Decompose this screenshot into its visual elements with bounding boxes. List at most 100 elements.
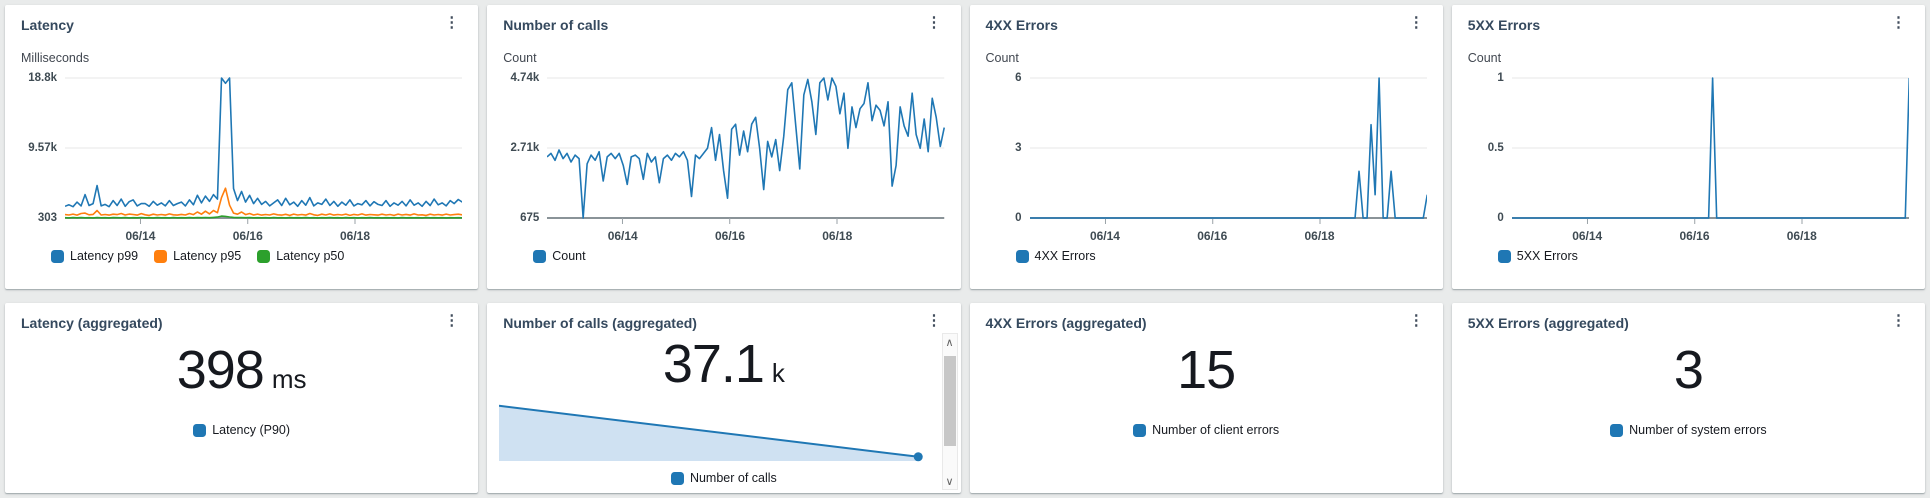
y-axis: 4.74k 2.71k 675 (503, 72, 547, 225)
legend-item-4xx-errors[interactable]: 4XX Errors (1015, 249, 1096, 263)
scrollbar-thumb[interactable] (943, 356, 956, 446)
metric-value-row: 15 (986, 343, 1427, 397)
legend-swatch (1015, 249, 1029, 263)
widget-4xx-errors-aggregated: 4XX Errors (aggregated) ⋮ 15 Number of c… (969, 303, 1443, 493)
legend-item-latency-p90[interactable]: Latency (P90) (193, 423, 290, 437)
chart-legend: Latency (P90) (21, 423, 462, 437)
widget-header: 5XX Errors (aggregated) ⋮ (1468, 313, 1909, 333)
chart-region: 18.8k 9.57k 303 06/14 06/16 06/18 (21, 72, 462, 243)
y-tick-label: 3 (1015, 142, 1022, 154)
chart-region: 1 0.5 0 06/14 06/16 06/18 (1468, 72, 1909, 243)
legend-item-5xx-errors[interactable]: 5XX Errors (1497, 249, 1578, 263)
y-tick-label: 0 (1497, 212, 1504, 224)
5xx-line-chart[interactable] (1512, 77, 1909, 225)
ellipsis-icon: ⋮ (1408, 14, 1424, 31)
legend-swatch (1133, 423, 1147, 437)
legend-label: 5XX Errors (1516, 249, 1578, 263)
calls-sparkline-svg[interactable] (499, 401, 924, 467)
widget-number-of-calls-aggregated: Number of calls (aggregated) ⋮ 37.1 k Num… (487, 303, 961, 493)
legend-item-latency-p99[interactable]: Latency p99 (51, 249, 138, 263)
widget-title[interactable]: 4XX Errors (985, 17, 1058, 33)
legend-label: Number of system errors (1629, 423, 1767, 437)
scroll-up-icon[interactable]: ∧ (945, 336, 954, 349)
legend-label: 4XX Errors (1034, 249, 1096, 263)
widget-title[interactable]: Latency (aggregated) (21, 315, 163, 331)
legend-item-latency-p95[interactable]: Latency p95 (154, 249, 241, 263)
legend-swatch (154, 249, 168, 263)
widget-title[interactable]: 5XX Errors (aggregated) (1467, 315, 1629, 331)
widget-menu-button[interactable]: ⋮ (924, 15, 945, 30)
legend-label: Number of calls (689, 471, 777, 485)
legend-swatch (1610, 423, 1624, 437)
y-axis-unit-label: Milliseconds (21, 51, 90, 65)
metric-value: 37.1 (662, 334, 765, 394)
y-axis-unit-label: Count (985, 51, 1019, 65)
widget-menu-button[interactable]: ⋮ (1888, 15, 1909, 30)
ellipsis-icon: ⋮ (1408, 312, 1424, 329)
y-tick-label: 303 (37, 212, 57, 224)
widget-header: 4XX Errors ⋮ (986, 15, 1427, 35)
legend-label: Latency (P90) (212, 423, 291, 437)
widget-header: 4XX Errors (aggregated) ⋮ (986, 313, 1427, 333)
widget-menu-button[interactable]: ⋮ (924, 313, 945, 328)
4xx-line-chart[interactable] (1030, 77, 1427, 225)
plot-area[interactable]: 06/14 06/16 06/18 (547, 77, 944, 243)
widget-title[interactable]: Latency (21, 17, 74, 33)
x-tick-label: 06/18 (1304, 229, 1335, 243)
plot-area[interactable]: 06/14 06/16 06/18 (1512, 77, 1909, 243)
widget-header: Number of calls ⋮ (503, 15, 944, 35)
legend-swatch (1497, 249, 1511, 263)
legend-swatch (670, 471, 684, 485)
widget-title[interactable]: 5XX Errors (1467, 17, 1541, 33)
widget-header: 5XX Errors ⋮ (1468, 15, 1909, 35)
legend-item-number-of-calls[interactable]: Number of calls (670, 471, 777, 485)
calls-line-chart[interactable] (547, 77, 944, 225)
widget-header: Latency ⋮ (21, 15, 462, 35)
metric-unit: ms (271, 364, 307, 394)
chart-region: 6 3 0 06/14 06/16 06/18 (986, 72, 1427, 243)
widget-5xx-errors-aggregated: 5XX Errors (aggregated) ⋮ 3 Number of sy… (1451, 303, 1925, 493)
x-tick-label: 06/14 (1089, 229, 1120, 243)
widget-menu-button[interactable]: ⋮ (441, 313, 462, 328)
y-axis-unit-label: Count (1467, 51, 1502, 65)
legend-swatch (193, 423, 207, 437)
scrollbar[interactable]: ∧ ∨ (941, 333, 958, 490)
x-tick-label: 06/14 (1572, 229, 1603, 243)
trend-area-chart[interactable] (499, 401, 924, 467)
y-tick-label: 0 (1015, 212, 1022, 224)
plot-area[interactable]: 06/14 06/16 06/18 (1030, 77, 1427, 243)
widget-menu-button[interactable]: ⋮ (1888, 313, 1909, 328)
widget-menu-button[interactable]: ⋮ (1406, 313, 1427, 328)
legend-label: Number of client errors (1152, 423, 1280, 437)
widget-4xx-errors: 4XX Errors ⋮ Count 6 3 0 06/14 06/16 06/… (969, 5, 1443, 289)
x-tick-label: 06/16 (1679, 229, 1710, 243)
widget-title[interactable]: Number of calls (aggregated) (503, 315, 697, 331)
legend-item-system-errors[interactable]: Number of system errors (1610, 423, 1767, 437)
metric-unit: k (771, 358, 785, 388)
legend-item-latency-p50[interactable]: Latency p50 (257, 249, 344, 263)
x-tick-label: 06/14 (125, 229, 156, 243)
y-tick-label: 6 (1015, 72, 1022, 84)
chart-region: 4.74k 2.71k 675 06/14 06/16 06/18 (503, 72, 944, 243)
legend-swatch (257, 249, 271, 263)
plot-area[interactable]: 06/14 06/16 06/18 (65, 77, 462, 243)
metric-value: 3 (1673, 340, 1704, 400)
ellipsis-icon: ⋮ (444, 14, 460, 31)
scroll-down-icon[interactable]: ∨ (945, 475, 954, 488)
widget-title[interactable]: 4XX Errors (aggregated) (985, 315, 1147, 331)
y-axis: 6 3 0 (986, 72, 1030, 225)
legend-item-client-errors[interactable]: Number of client errors (1133, 423, 1279, 437)
legend-item-count[interactable]: Count (533, 249, 586, 263)
x-tick-label: 06/16 (232, 229, 263, 243)
legend-label: Latency p50 (276, 249, 345, 263)
metric-value: 398 (176, 340, 265, 400)
latency-line-chart[interactable] (65, 77, 462, 225)
legend-label: Latency p95 (173, 249, 242, 263)
widget-menu-button[interactable]: ⋮ (1406, 15, 1427, 30)
y-tick-label: 675 (520, 212, 540, 224)
x-tick-label: 06/18 (1786, 229, 1817, 243)
metric-value-row: 37.1 k (503, 337, 944, 391)
widget-title[interactable]: Number of calls (503, 17, 609, 33)
widget-menu-button[interactable]: ⋮ (441, 15, 462, 30)
